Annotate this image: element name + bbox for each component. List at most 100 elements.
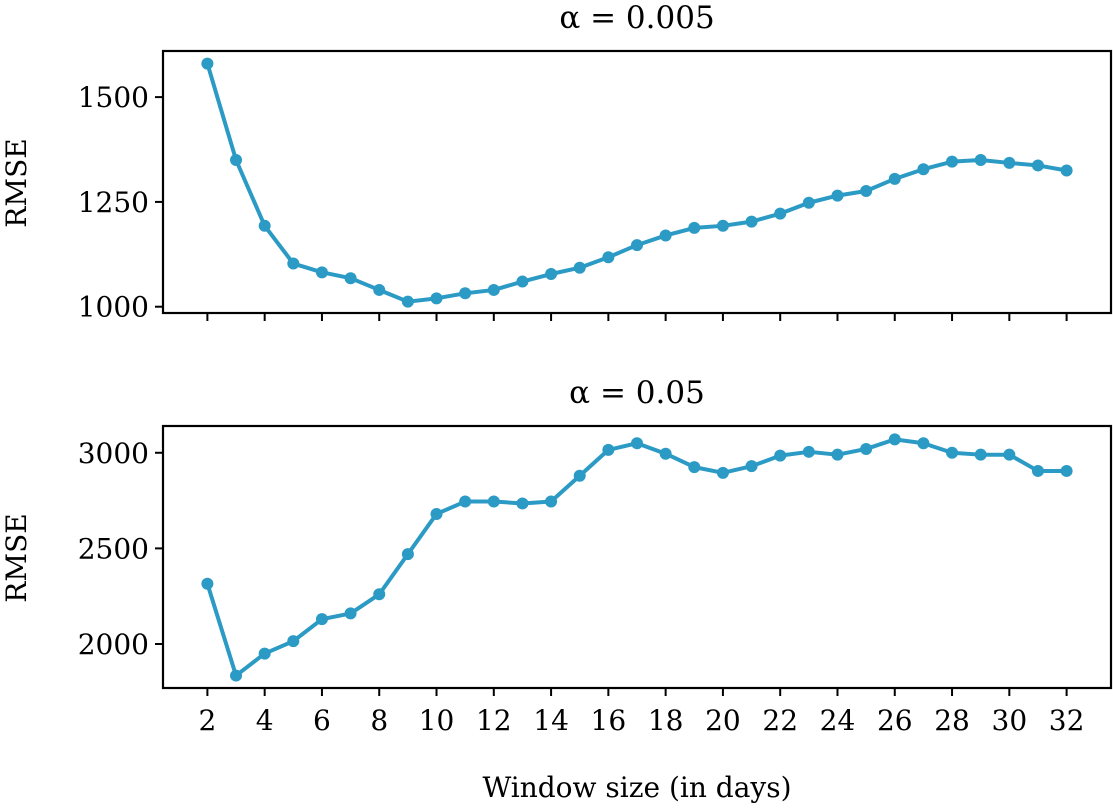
data-point — [545, 495, 558, 508]
data-point — [287, 257, 300, 270]
x-tick-label: 16 — [591, 704, 627, 737]
bottom-series-markers — [201, 433, 1073, 682]
data-point — [401, 295, 414, 308]
data-point — [573, 469, 586, 482]
y-tick-label: 3000 — [78, 437, 149, 470]
x-tick-label: 32 — [1049, 704, 1085, 737]
x-tick-label: 28 — [934, 704, 970, 737]
data-point — [745, 460, 758, 473]
x-tick-label: 4 — [256, 704, 274, 737]
data-point — [373, 588, 386, 601]
data-point — [516, 497, 529, 510]
x-tick-label: 24 — [820, 704, 856, 737]
x-tick-label: 30 — [992, 704, 1028, 737]
x-tick-label: 18 — [648, 704, 684, 737]
data-point — [802, 445, 815, 458]
data-point — [974, 448, 987, 461]
bottom-panel-frame — [161, 424, 1113, 690]
data-point — [831, 189, 844, 202]
data-point — [430, 507, 443, 520]
data-point — [459, 495, 472, 508]
data-point — [860, 442, 873, 455]
data-point — [946, 446, 959, 459]
data-point — [831, 448, 844, 461]
top-panel-title: α = 0.005 — [559, 0, 714, 36]
top-series-line — [205, 61, 1069, 304]
data-point — [287, 635, 300, 648]
data-point — [1060, 464, 1073, 477]
data-point — [774, 207, 787, 220]
data-point — [487, 283, 500, 296]
bottom-panel-yticks: 2000 2500 3000 — [78, 437, 163, 661]
x-axis-label: Window size (in days) — [482, 771, 791, 804]
x-tick-label: 14 — [533, 704, 569, 737]
data-point — [1003, 448, 1016, 461]
data-point — [344, 272, 357, 285]
data-point — [459, 287, 472, 300]
data-point — [974, 153, 987, 166]
data-point — [315, 613, 328, 626]
data-point — [860, 185, 873, 198]
data-point — [774, 449, 787, 462]
data-point — [659, 447, 672, 460]
data-point — [688, 461, 701, 474]
data-point — [230, 153, 243, 166]
top-panel-ylabel: RMSE — [0, 138, 33, 227]
data-point — [631, 437, 643, 450]
y-tick-label: 2500 — [78, 532, 149, 565]
data-point — [373, 283, 386, 296]
y-tick-label: 2000 — [78, 628, 149, 661]
bottom-series-line — [205, 437, 1069, 678]
data-point — [917, 437, 930, 450]
data-point — [602, 443, 615, 456]
top-panel: α = 0.005 RMSE 1000 1250 1500 — [0, 0, 1113, 324]
data-point — [888, 433, 901, 446]
x-tick-label: 10 — [419, 704, 455, 737]
data-point — [545, 268, 558, 281]
data-point — [258, 647, 271, 660]
data-point — [1031, 464, 1044, 477]
data-point — [201, 577, 214, 590]
x-tick-label: 6 — [313, 704, 331, 737]
top-panel-xticks — [206, 313, 1068, 321]
data-point — [516, 275, 529, 288]
data-point — [1060, 164, 1073, 177]
top-panel-yticks: 1000 1250 1500 — [78, 81, 163, 324]
data-point — [1003, 156, 1016, 169]
bottom-panel-ylabel: RMSE — [0, 513, 33, 602]
top-panel-frame — [161, 49, 1113, 315]
bottom-panel-title: α = 0.05 — [569, 375, 705, 411]
data-point — [688, 221, 701, 234]
data-point — [487, 495, 500, 508]
bottom-panel-xticks: 2 4 6 8 10 12 14 16 18 20 22 24 26 28 30 32 — [198, 688, 1084, 737]
data-point — [659, 229, 672, 242]
x-tick-label: 8 — [370, 704, 388, 737]
data-point — [946, 155, 959, 168]
data-point — [716, 219, 729, 232]
data-point — [745, 215, 758, 228]
data-point — [602, 251, 615, 264]
data-point — [802, 196, 815, 209]
x-tick-label: 26 — [877, 704, 913, 737]
top-series-markers — [201, 57, 1073, 308]
data-point — [1031, 159, 1044, 172]
data-point — [315, 266, 328, 279]
x-tick-label: 2 — [198, 704, 216, 737]
data-point — [888, 172, 901, 185]
y-tick-label: 1000 — [78, 291, 149, 324]
x-tick-label: 20 — [705, 704, 741, 737]
data-point — [344, 607, 357, 620]
data-point — [716, 466, 729, 479]
data-point — [917, 163, 930, 176]
y-tick-label: 1500 — [78, 81, 149, 114]
data-point — [230, 669, 243, 682]
data-point — [631, 239, 643, 252]
y-tick-label: 1250 — [78, 186, 149, 219]
x-tick-label: 12 — [476, 704, 512, 737]
data-point — [573, 261, 586, 274]
data-point — [201, 57, 214, 70]
data-point — [258, 219, 271, 232]
x-tick-label: 22 — [762, 704, 798, 737]
